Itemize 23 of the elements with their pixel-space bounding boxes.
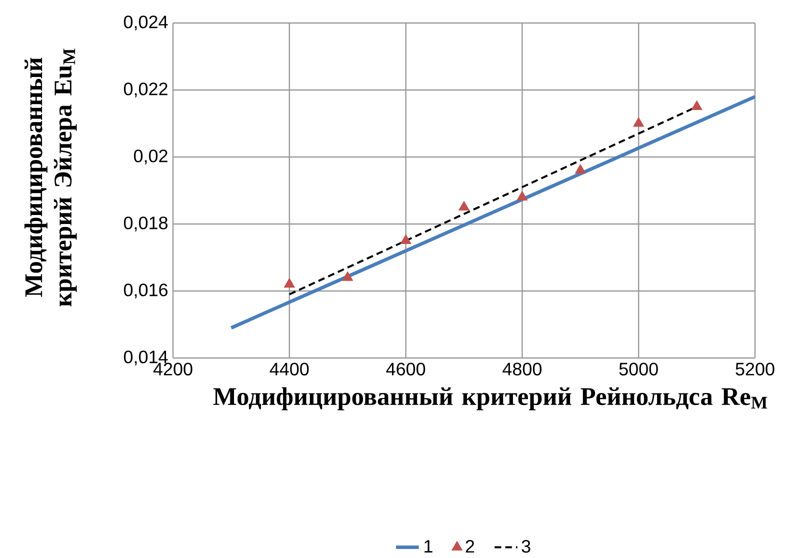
legend-label: 1	[424, 540, 432, 552]
legend-label: 3	[522, 540, 530, 553]
legend-label: 2	[466, 540, 474, 553]
x-tick-label: 4600	[386, 362, 426, 376]
point	[458, 200, 470, 211]
x-tick-label: 4800	[502, 362, 542, 376]
point	[400, 234, 412, 244]
y-tick-label: 0,016	[124, 284, 168, 298]
point	[633, 117, 644, 127]
y-tick-label: 0,024	[124, 16, 168, 30]
point	[516, 190, 528, 200]
point	[574, 164, 586, 174]
x-tick-label: 5000	[619, 362, 658, 376]
point	[691, 100, 702, 110]
y-tick-label: 0,02	[134, 150, 168, 164]
y-tick-label: 0,022	[124, 82, 168, 98]
point	[342, 271, 354, 281]
y-tick-label: 0,018	[124, 216, 168, 232]
x-tick-label: 5200	[736, 362, 774, 376]
x-axis-title: Модифицированный критерий Рейнольдса Re$_{М}$	[213, 387, 768, 410]
point	[284, 278, 295, 288]
y-axis-title: Модифицированный критерий Эйлера Eu$_{М}$	[24, 48, 77, 306]
x-tick-label: 4400	[270, 362, 309, 376]
